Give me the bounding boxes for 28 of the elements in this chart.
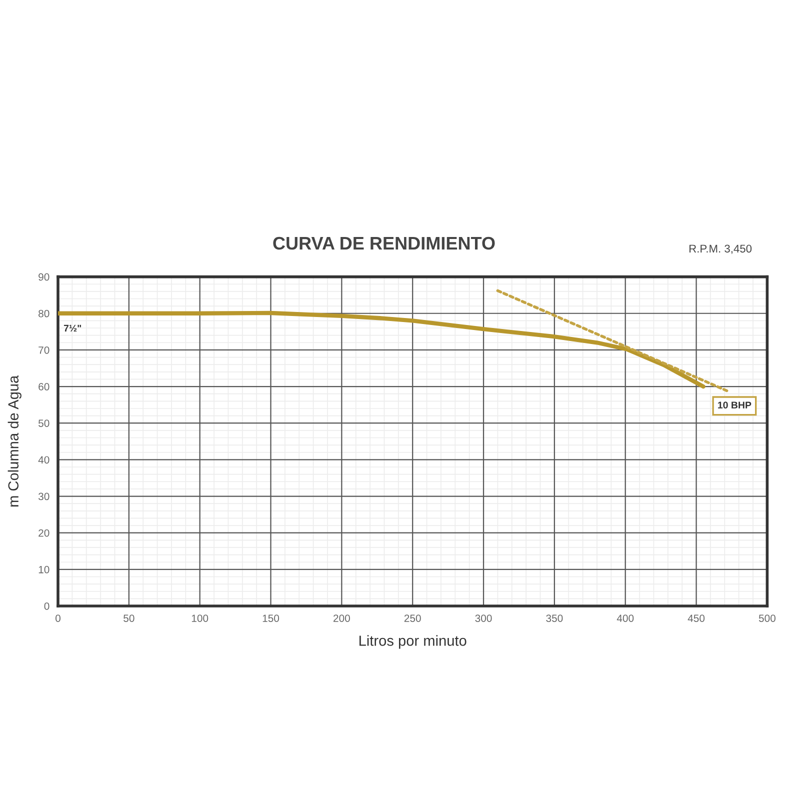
- y-tick-label: 80: [38, 310, 50, 318]
- y-tick-label: 50: [38, 420, 50, 427]
- y-tick-label: 70: [38, 346, 50, 354]
- chart-title: CURVA DE RENDIMIENTO: [273, 236, 495, 250]
- x-tick-label: 50: [124, 614, 134, 622]
- x-tick-label: 400: [616, 614, 634, 622]
- text: R.P.M. 3,450: [690, 244, 752, 254]
- y-tick-label: 0: [44, 602, 50, 610]
- y-tick-label: 30: [38, 492, 50, 500]
- y-tick-label: 40: [38, 456, 50, 464]
- x-tick-label: 500: [758, 614, 776, 622]
- x-tick-label: 250: [404, 614, 421, 622]
- x-axis-title: Litros por minuto: [359, 635, 466, 649]
- line-series: [58, 310, 706, 389]
- x-tick-label: 300: [475, 614, 492, 622]
- y-tick-label: 60: [38, 383, 50, 390]
- x-tick-label: 200: [334, 614, 350, 622]
- x-tick-label: 100: [192, 614, 208, 622]
- x-tick-label: 350: [546, 614, 563, 622]
- y-axis-title: m Columna de Agua: [8, 375, 22, 506]
- x-tick-label: 450: [688, 614, 705, 622]
- x-tick-label: 0: [56, 614, 60, 622]
- series-label: 7½": [64, 324, 82, 332]
- y-tick-label: 10: [38, 566, 50, 574]
- y-tick-label: 90: [38, 273, 50, 281]
- y-tick-label: 20: [38, 529, 50, 537]
- series-label: 10 BHP: [718, 402, 752, 409]
- x-tick-label: 150: [262, 614, 280, 622]
